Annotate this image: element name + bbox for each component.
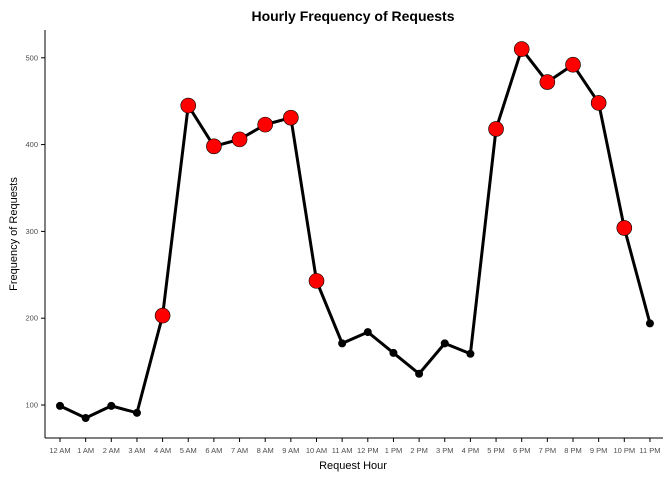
x-tick-label: 5 AM xyxy=(180,446,197,455)
highlight-point xyxy=(488,121,504,137)
y-tick-label: 100 xyxy=(25,401,38,410)
series xyxy=(56,41,654,423)
y-tick-label: 300 xyxy=(25,227,38,236)
chart-title: Hourly Frequency of Requests xyxy=(251,8,454,24)
axis-ticks: 100 200 300 400 500 12 AM 1 AM 2 AM 3 AM 4 AM 5 AM… xyxy=(25,53,660,455)
x-tick-label: 3 PM xyxy=(436,446,454,455)
x-tick-label: 6 PM xyxy=(513,446,531,455)
x-tick-label: 9 PM xyxy=(590,446,608,455)
y-tick-label: 400 xyxy=(25,140,38,149)
highlight-point xyxy=(206,138,222,155)
highlight-point xyxy=(154,307,171,324)
highlight-point xyxy=(231,131,248,148)
x-axis-title: Request Hour xyxy=(319,460,387,472)
x-tick-label: 4 AM xyxy=(154,446,171,455)
highlight-point xyxy=(539,74,556,90)
data-point xyxy=(56,401,64,410)
data-point xyxy=(645,319,654,328)
highlight-point xyxy=(616,220,633,236)
x-tick-label: 12 AM xyxy=(49,446,70,455)
data-point xyxy=(415,369,424,378)
x-tick-label: 11 PM xyxy=(639,446,660,455)
data-point xyxy=(132,408,141,417)
highlight-point xyxy=(590,95,607,111)
data-point xyxy=(363,328,372,337)
x-tick-label: 4 PM xyxy=(462,446,480,455)
x-tick-label: 5 PM xyxy=(487,446,505,455)
x-tick-label: 3 AM xyxy=(128,446,145,455)
series-line xyxy=(59,47,652,420)
x-tick-label: 12 PM xyxy=(357,446,379,455)
x-tick-label: 10 AM xyxy=(306,446,327,455)
data-point xyxy=(466,349,475,358)
data-point xyxy=(389,348,398,357)
highlight-point xyxy=(565,56,581,73)
x-tick-label: 2 PM xyxy=(410,446,428,455)
data-point xyxy=(81,414,90,423)
y-tick-label: 200 xyxy=(25,314,38,323)
x-tick-label: 1 AM xyxy=(77,446,94,455)
x-tick-label: 11 AM xyxy=(332,446,353,455)
x-tick-label: 1 PM xyxy=(385,446,403,455)
y-axis-title: Frequency of Requests xyxy=(8,177,20,291)
x-tick-label: 6 AM xyxy=(205,446,222,455)
x-tick-label: 10 PM xyxy=(613,446,635,455)
highlight-point xyxy=(513,41,530,57)
data-point xyxy=(440,339,449,348)
x-tick-label: 2 AM xyxy=(103,446,120,455)
y-tick-label: 500 xyxy=(25,53,38,62)
x-tick-label: 7 PM xyxy=(539,446,557,455)
x-tick-label: 7 AM xyxy=(231,446,248,455)
x-tick-label: 8 PM xyxy=(564,446,582,455)
data-point xyxy=(338,339,347,348)
highlight-point xyxy=(180,97,197,114)
highlight-point xyxy=(308,273,325,289)
x-tick-label: 9 AM xyxy=(282,446,299,455)
data-point xyxy=(107,401,116,410)
highlight-point xyxy=(283,109,299,126)
x-tick-label: 8 AM xyxy=(257,446,274,455)
highlight-point xyxy=(257,116,274,133)
